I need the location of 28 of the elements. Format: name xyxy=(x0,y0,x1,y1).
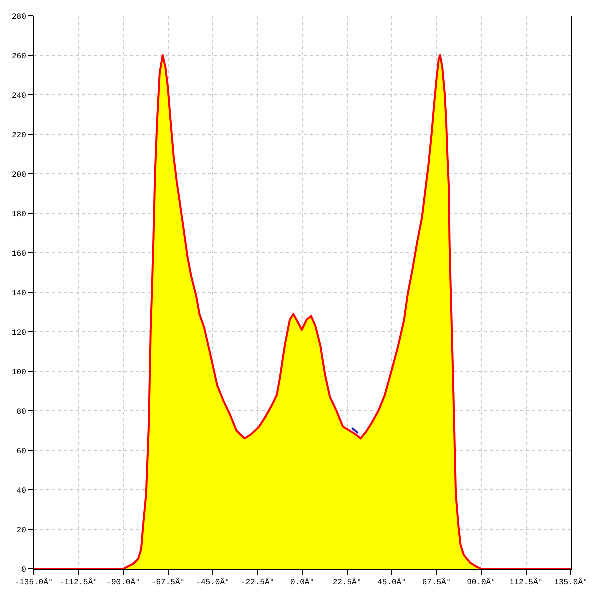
x-tick-label: 0.0Â° xyxy=(290,578,315,588)
x-tick-label: -135.0Â° xyxy=(14,578,54,588)
y-tick-label: 160 xyxy=(12,250,27,259)
x-tick-label: -67.5Â° xyxy=(151,578,186,588)
x-tick-label: 90.0Â° xyxy=(467,578,496,588)
y-tick-label: 120 xyxy=(12,328,27,338)
y-tick-label: 80 xyxy=(16,408,27,417)
y-tick-label: 40 xyxy=(16,486,27,496)
x-tick-label: -112.5Â° xyxy=(60,578,98,588)
y-tick-label: 20 xyxy=(16,526,27,536)
x-tick-label: -90.0Â° xyxy=(106,578,140,588)
x-tick-label: 112.5Â° xyxy=(509,578,544,588)
y-tick-label: 220 xyxy=(12,131,27,140)
y-tick-label: 180 xyxy=(12,210,27,220)
x-tick-label: 67.5Â° xyxy=(422,578,452,588)
y-tick-label: 200 xyxy=(12,170,27,180)
y-tick-label: 100 xyxy=(12,368,27,378)
y-tick-label: 240 xyxy=(12,92,27,101)
y-tick-label: 0 xyxy=(22,566,27,575)
x-tick-label: -22.5Â° xyxy=(240,578,275,588)
x-tick-label: 45.0Â° xyxy=(378,578,406,588)
x-tick-label: -45.0Â° xyxy=(196,578,230,588)
y-tick-label: 260 xyxy=(12,52,27,62)
y-tick-label: 140 xyxy=(12,289,27,298)
y-tick-label: 60 xyxy=(16,447,27,456)
y-tick-label: 280 xyxy=(12,12,27,22)
x-tick-label: 22.5Â° xyxy=(332,578,362,588)
x-tick-label: 135.0Â° xyxy=(554,578,588,588)
